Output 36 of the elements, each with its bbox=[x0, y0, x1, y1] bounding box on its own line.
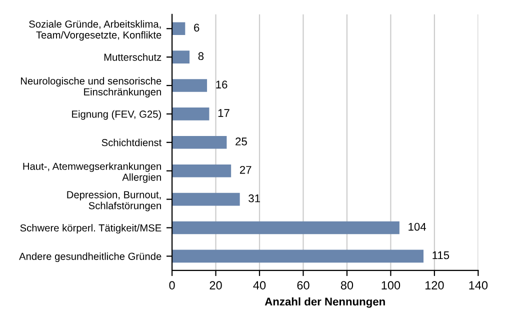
data-label: 25 bbox=[236, 138, 247, 146]
y-tick-label: Eignung (FEV, G25) bbox=[72, 110, 161, 120]
x-tick-label: 0 bbox=[169, 281, 175, 290]
y-tick-label: Depression, Burnout, Schlafstörungen bbox=[67, 190, 161, 212]
bar bbox=[172, 136, 227, 149]
y-tick-label: Haut-, Atemwegserkrankungen Allergien bbox=[23, 162, 161, 183]
data-label: 115 bbox=[432, 251, 450, 260]
y-tick-label: Andere gesundheitliche Gründe bbox=[19, 252, 162, 262]
data-label: 31 bbox=[248, 194, 260, 202]
bar bbox=[172, 22, 186, 36]
bar bbox=[172, 250, 424, 263]
data-label: 16 bbox=[216, 80, 228, 88]
x-tick-label: 20 bbox=[210, 281, 222, 290]
y-tick-label: Schichtdienst bbox=[102, 138, 162, 146]
y-tick-label: Soziale Gründe, Arbeitsklima, Team/Vorgesetzte, Konflikte bbox=[29, 20, 162, 41]
x-tick-label: 40 bbox=[253, 281, 266, 290]
bar bbox=[172, 164, 232, 178]
bar bbox=[172, 50, 190, 64]
data-label: 104 bbox=[408, 222, 426, 231]
y-tick-label: Mutterschutz bbox=[104, 53, 162, 61]
bar bbox=[172, 108, 210, 120]
y-tick-label: Schwere körperl. Tätigkeit/MSE bbox=[20, 224, 162, 234]
data-label: 27 bbox=[240, 166, 252, 174]
bar bbox=[172, 221, 400, 234]
x-tick-label: 120 bbox=[425, 281, 444, 290]
y-tick-label: Neurologische und sensorische Einschränkungen bbox=[21, 77, 162, 98]
data-label: 6 bbox=[194, 24, 200, 32]
data-label: 17 bbox=[218, 109, 230, 117]
x-axis-title: Anzahl der Nennungen bbox=[264, 297, 385, 308]
x-tick-label: 100 bbox=[382, 281, 400, 290]
x-tick-label: 140 bbox=[469, 281, 488, 290]
x-tick-label: 80 bbox=[340, 281, 354, 290]
x-tick-label: 60 bbox=[297, 281, 310, 290]
bar bbox=[172, 192, 240, 206]
data-label: 8 bbox=[198, 52, 204, 60]
bar bbox=[172, 79, 208, 92]
